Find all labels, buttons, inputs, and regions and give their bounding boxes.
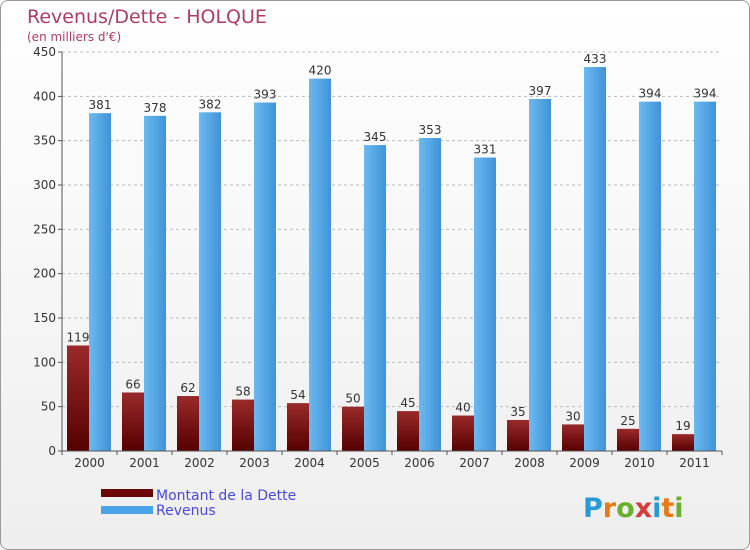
legend-swatch-revenus — [101, 506, 153, 514]
bar-revenus — [89, 113, 111, 452]
x-tick-label: 2001 — [129, 456, 160, 470]
x-tick-label: 2000 — [74, 456, 105, 470]
value-label-revenus: 394 — [694, 87, 717, 101]
y-tick-label: 100 — [33, 355, 56, 369]
y-tick-label: 200 — [33, 267, 56, 281]
value-label-dette: 58 — [235, 385, 250, 399]
legend-swatch-debt — [101, 489, 153, 497]
y-axis-ticks: 0 50 100 150 200 250 300 350 400 450 — [33, 45, 62, 458]
logo-letter: i — [652, 493, 661, 524]
bar-dette — [177, 396, 199, 451]
bar-revenus — [639, 101, 661, 452]
bar-revenus — [364, 145, 386, 451]
chart-subtitle: (en milliers d'€) — [27, 30, 121, 44]
bar-dette — [67, 345, 89, 451]
value-label-dette: 62 — [180, 381, 195, 395]
bar-revenus — [474, 157, 496, 451]
bar-dette — [452, 415, 474, 451]
value-labels: 119 381 66 378 62 382 58 393 54 420 50 345 45 353 40 33… — [67, 52, 717, 433]
value-label-dette: 25 — [620, 414, 635, 428]
value-label-dette: 35 — [510, 405, 525, 419]
legend-label-revenus: Revenus — [156, 503, 216, 519]
x-tick-label: 2008 — [514, 456, 545, 470]
bar-revenus — [199, 112, 221, 451]
y-tick-label: 50 — [41, 400, 56, 414]
value-label-revenus: 397 — [529, 84, 552, 98]
bar-revenus — [144, 115, 166, 451]
bar-revenus — [254, 102, 276, 451]
legend-label-debt: Montant de la Dette — [156, 488, 296, 504]
value-label-dette: 19 — [675, 419, 690, 433]
x-tick-label: 2002 — [184, 456, 215, 470]
bar-dette — [342, 406, 364, 451]
chart-title: Revenus/Dette - HOLQUE — [27, 6, 267, 28]
bar-revenus — [419, 138, 441, 452]
bar-dette — [617, 428, 639, 451]
bar-revenus — [584, 67, 606, 451]
x-tick-label: 2011 — [679, 456, 710, 470]
bar-revenus — [694, 101, 716, 452]
y-tick-label: 450 — [33, 45, 56, 59]
y-tick-label: 300 — [33, 178, 56, 192]
value-label-revenus: 394 — [639, 87, 662, 101]
bar-dette — [672, 434, 694, 451]
logo-text: Proxiti — [583, 493, 684, 524]
bars — [67, 67, 716, 452]
bar-dette — [397, 411, 419, 451]
y-tick-label: 350 — [33, 134, 56, 148]
value-label-dette: 66 — [125, 377, 140, 391]
value-label-revenus: 331 — [474, 143, 497, 157]
y-tick-label: 250 — [33, 222, 56, 236]
x-tick-label: 2006 — [404, 456, 435, 470]
logo-letter: x — [635, 493, 652, 524]
value-label-revenus: 420 — [309, 64, 332, 78]
x-tick-label: 2004 — [294, 456, 325, 470]
value-label-revenus: 382 — [199, 97, 222, 111]
bar-dette — [562, 424, 584, 451]
proxiti-logo: Proxiti — [583, 493, 684, 524]
logo-letter: r — [603, 493, 617, 524]
bar-revenus — [309, 78, 331, 451]
grid-lines — [62, 51, 722, 408]
value-label-dette: 50 — [345, 392, 360, 406]
y-tick-label: 400 — [33, 89, 56, 103]
y-tick-label: 150 — [33, 311, 56, 325]
value-label-dette: 45 — [400, 396, 415, 410]
x-axis-ticks: 2000 2001 2002 2003 2004 2005 2006 2007 2008 2009… — [61, 451, 723, 470]
y-tick-label: 0 — [48, 444, 56, 458]
bar-dette — [232, 399, 254, 451]
bar-dette — [122, 392, 144, 451]
value-label-dette: 119 — [67, 330, 90, 344]
value-label-revenus: 345 — [364, 130, 387, 144]
value-label-revenus: 381 — [89, 98, 112, 112]
logo-letter: o — [616, 493, 635, 524]
value-label-revenus: 433 — [584, 52, 607, 66]
x-tick-label: 2009 — [569, 456, 600, 470]
value-label-revenus: 378 — [144, 101, 167, 115]
x-tick-label: 2003 — [239, 456, 270, 470]
value-label-dette: 30 — [565, 409, 580, 423]
x-tick-label: 2005 — [349, 456, 380, 470]
x-tick-label: 2007 — [459, 456, 490, 470]
logo-letter: t — [661, 493, 674, 524]
logo-letter: i — [674, 493, 683, 524]
x-tick-label: 2010 — [624, 456, 655, 470]
value-label-revenus: 393 — [254, 88, 277, 102]
bar-dette — [287, 403, 309, 451]
value-label-revenus: 353 — [419, 123, 442, 137]
bar-dette — [507, 419, 529, 451]
logo-letter: P — [583, 493, 603, 524]
legend: Montant de la Dette Revenus — [101, 488, 296, 519]
bar-revenus — [529, 98, 551, 451]
value-label-dette: 40 — [455, 401, 470, 415]
value-label-dette: 54 — [290, 388, 305, 402]
